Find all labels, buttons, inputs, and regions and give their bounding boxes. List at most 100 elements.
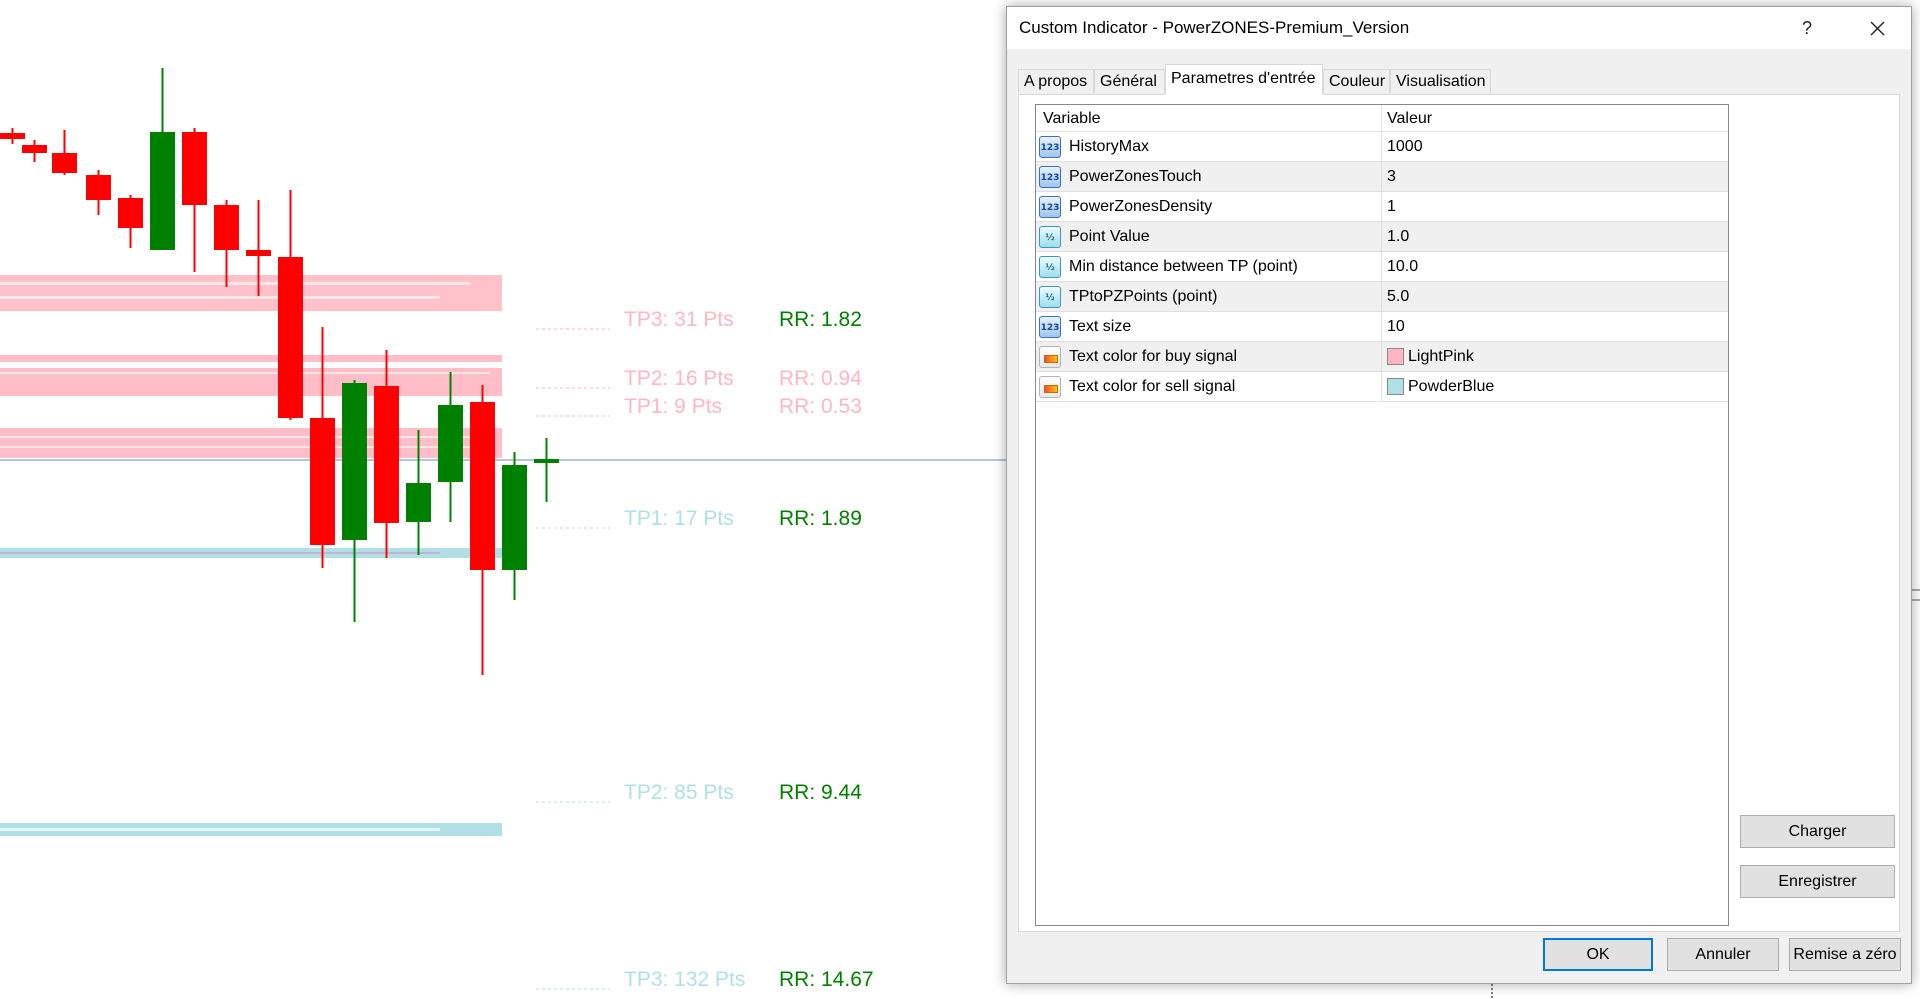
sell-tp2-label: TP2: 85 Pts <box>624 781 734 804</box>
bearish-candle <box>86 175 111 200</box>
double-icon: ½ <box>1039 226 1061 248</box>
resistance-zone-line <box>0 282 470 285</box>
buy-tp2-rr: RR: 0.94 <box>779 367 862 390</box>
column-header-value[interactable]: Valeur <box>1387 110 1433 127</box>
parameter-value[interactable]: PowderBlue <box>1408 378 1495 395</box>
sell-tp1-label: TP1: 17 Pts <box>624 507 734 530</box>
parameter-name: HistoryMax <box>1069 138 1150 155</box>
candlesticks <box>0 68 559 675</box>
parameter-row[interactable]: ½ TPtoPZPoints (point) 5.0 <box>1036 282 1728 312</box>
bullish-candle <box>150 132 175 250</box>
parameter-value[interactable]: 1 <box>1387 198 1396 215</box>
tab-input-parameters[interactable]: Parametres d'entrée <box>1165 64 1323 95</box>
bearish-candle <box>0 133 25 139</box>
bullish-candle <box>502 465 527 570</box>
cell-separator <box>1381 282 1382 312</box>
bearish-candle <box>310 418 335 545</box>
cell-separator <box>1381 192 1382 222</box>
bullish-candle <box>438 405 463 482</box>
grid-header: Variable Valeur <box>1036 105 1728 132</box>
color-icon <box>1039 376 1061 398</box>
double-icon: ½ <box>1039 256 1061 278</box>
resistance-zone-line <box>0 446 490 448</box>
cell-separator <box>1381 372 1382 402</box>
parameter-row[interactable]: ½ Point Value 1.0 <box>1036 222 1728 252</box>
close-button[interactable] <box>1852 11 1902 45</box>
tab-panel-input-parameters: Variable Valeur 123 HistoryMax 1000 123 Powe… <box>1018 94 1900 932</box>
close-icon <box>1870 21 1885 36</box>
tab-general[interactable]: Général <box>1094 69 1165 93</box>
resistance-zone-line <box>0 372 490 374</box>
bullish-candle <box>342 383 367 540</box>
bearish-candle <box>246 250 271 256</box>
column-header-variable[interactable]: Variable <box>1043 110 1101 127</box>
buy-tp3-label: TP3: 31 Pts <box>624 308 734 331</box>
bearish-candle <box>470 402 495 570</box>
color-icon <box>1039 346 1061 368</box>
resistance-zone <box>0 428 502 458</box>
color-swatch[interactable] <box>1387 378 1404 395</box>
parameter-row[interactable]: Text color for sell signal PowderBlue <box>1036 372 1728 402</box>
column-separator[interactable] <box>1381 105 1382 131</box>
power-zones <box>0 275 502 836</box>
buy-tp1-label: TP1: 9 Pts <box>624 395 722 418</box>
resistance-zone-line <box>0 296 440 299</box>
double-icon: ½ <box>1039 286 1061 308</box>
bearish-candle <box>214 205 239 250</box>
title-bar[interactable]: Custom Indicator - PowerZONES-Premium_Ve… <box>1007 7 1911 49</box>
color-swatch[interactable] <box>1387 348 1404 365</box>
parameter-value[interactable]: 5.0 <box>1387 288 1410 305</box>
parameter-value[interactable]: LightPink <box>1408 348 1474 365</box>
cell-separator <box>1381 222 1382 252</box>
parameter-row[interactable]: 123 Text size 10 <box>1036 312 1728 342</box>
parameter-name: Min distance between TP (point) <box>1069 258 1298 275</box>
bearish-candle <box>118 198 143 228</box>
parameter-name: Point Value <box>1069 228 1150 245</box>
reset-button[interactable]: Remise a zéro <box>1789 938 1901 971</box>
tp-level-dashes <box>536 328 610 990</box>
parameter-value[interactable]: 3 <box>1387 168 1396 185</box>
bearish-candle <box>22 145 47 153</box>
sell-tp3-label: TP3: 132 Pts <box>624 968 745 991</box>
parameter-value[interactable]: 1.0 <box>1387 228 1410 245</box>
load-button[interactable]: Charger <box>1740 815 1895 848</box>
parameters-grid[interactable]: Variable Valeur 123 HistoryMax 1000 123 Powe… <box>1035 104 1729 926</box>
parameter-value[interactable]: 10 <box>1387 318 1405 335</box>
buy-tp2-label: TP2: 16 Pts <box>624 367 734 390</box>
parameter-name: PowerZonesTouch <box>1069 168 1202 185</box>
cell-separator <box>1381 252 1382 282</box>
ok-button[interactable]: OK <box>1543 938 1653 971</box>
parameter-name: Text color for sell signal <box>1069 378 1236 395</box>
support-zone-line <box>0 828 440 831</box>
parameter-name: TPtoPZPoints (point) <box>1069 288 1218 305</box>
cancel-button[interactable]: Annuler <box>1667 938 1779 971</box>
parameter-value[interactable]: 10.0 <box>1387 258 1419 275</box>
parameter-row[interactable]: 123 PowerZonesDensity 1 <box>1036 192 1728 222</box>
parameter-row[interactable]: Text color for buy signal LightPink <box>1036 342 1728 372</box>
parameter-row[interactable]: 123 HistoryMax 1000 <box>1036 132 1728 162</box>
tab-strip: A propos Général Parametres d'entrée Cou… <box>1018 64 1898 95</box>
bullish-candle <box>406 483 431 522</box>
parameter-name: Text color for buy signal <box>1069 348 1238 365</box>
cell-separator <box>1381 312 1382 342</box>
sell-tp2-rr: RR: 9.44 <box>779 781 862 804</box>
cell-separator <box>1381 162 1382 192</box>
custom-indicator-dialog: Custom Indicator - PowerZONES-Premium_Ve… <box>1006 6 1912 984</box>
parameter-row[interactable]: 123 PowerZonesTouch 3 <box>1036 162 1728 192</box>
buy-tp3-rr: RR: 1.82 <box>779 308 862 331</box>
dialog-title: Custom Indicator - PowerZONES-Premium_Ve… <box>1019 18 1410 37</box>
resistance-zone-line <box>0 436 470 438</box>
tab-colors[interactable]: Couleur <box>1323 69 1390 93</box>
cell-separator <box>1381 342 1382 372</box>
save-button[interactable]: Enregistrer <box>1740 865 1895 898</box>
help-button[interactable]: ? <box>1801 18 1812 38</box>
parameter-name: Text size <box>1069 318 1132 335</box>
sell-tp3-rr: RR: 14.67 <box>779 968 874 991</box>
support-zone-line <box>0 552 440 554</box>
resistance-zone <box>0 275 502 311</box>
parameter-row[interactable]: ½ Min distance between TP (point) 10.0 <box>1036 252 1728 282</box>
tab-visualization[interactable]: Visualisation <box>1390 69 1491 93</box>
parameter-value[interactable]: 1000 <box>1387 138 1423 155</box>
tab-about[interactable]: A propos <box>1018 69 1094 93</box>
